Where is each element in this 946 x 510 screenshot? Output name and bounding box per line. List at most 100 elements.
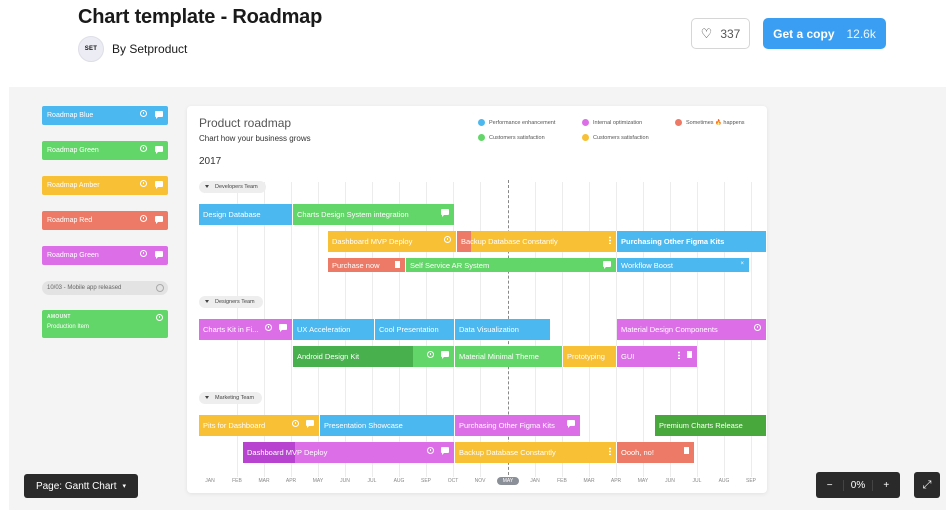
task-bar[interactable]: Purchasing Other Figma Kits (455, 415, 581, 436)
legend-tag-purple[interactable]: Roadmap Green (42, 246, 168, 265)
legend-label: Performance enhancement (489, 119, 556, 126)
clock-icon (156, 314, 163, 321)
legend-label: Internal optimization (593, 119, 643, 126)
task-bar[interactable]: Data Visualization (455, 319, 551, 340)
legend-tag-red[interactable]: Roadmap Red (42, 211, 168, 230)
expand-icon: ⤢ (922, 478, 932, 491)
avatar-text: SET (84, 46, 98, 52)
heart-icon: ♡ (700, 25, 713, 41)
task-bar[interactable]: Dashboard MVP Deploy (328, 231, 457, 252)
legend-tag-blue[interactable]: Roadmap Blue (42, 106, 168, 125)
task-bar[interactable]: Workflow Boost × (617, 258, 750, 272)
more-icon (609, 236, 611, 244)
month-label: JUL (692, 478, 702, 484)
production-tag[interactable]: AMOUNT Production Item (42, 310, 168, 338)
comment-icon (155, 145, 163, 154)
comment-icon (306, 420, 314, 428)
task-bar[interactable]: Premium Charts Release (655, 415, 767, 436)
month-label: APR (610, 478, 622, 484)
page-title: Chart template - Roadmap (78, 6, 323, 28)
page-select-dropdown[interactable]: Page: Gantt Chart ▾ (24, 474, 138, 498)
comment-icon (155, 250, 163, 259)
clock-icon (754, 324, 761, 331)
task-bar[interactable]: Design Database (199, 204, 293, 225)
author-name[interactable]: By Setproduct (112, 42, 188, 56)
chart-title: Product roadmap (199, 116, 292, 130)
author-info[interactable]: SET By Setproduct (78, 36, 187, 62)
task-bar[interactable]: Backup Database Constantly (457, 231, 617, 252)
legend-dot (675, 119, 682, 126)
task-bar[interactable]: Charts Kit in Fi... (199, 319, 293, 340)
fullscreen-button[interactable]: ⤢ (914, 472, 940, 498)
task-bar[interactable]: Prototyping (563, 346, 617, 367)
group-label: Marketing Team (215, 395, 255, 401)
more-icon (678, 351, 680, 359)
task-bar[interactable]: Material Minimal Theme (455, 346, 563, 367)
task-label: Cool Presentation (379, 325, 439, 334)
grid-line (589, 182, 590, 477)
zoom-out-button[interactable]: − (826, 479, 833, 491)
clock-icon (427, 351, 434, 358)
task-label: Self Service AR System (410, 260, 490, 270)
group-header-developers[interactable]: Developers Team (199, 181, 266, 193)
task-label: Material Minimal Theme (459, 352, 539, 361)
clock-icon (140, 145, 147, 152)
month-label: APR (285, 478, 297, 484)
clock-icon (140, 180, 147, 187)
task-bar[interactable]: Backup Database Constantly (455, 442, 617, 463)
task-bar[interactable]: Charts Design System integration (293, 204, 455, 225)
task-bar[interactable]: Self Service AR System (406, 258, 617, 272)
comment-icon (155, 180, 163, 189)
task-label: Purchasing Other Figma Kits (621, 237, 725, 246)
task-bar[interactable]: GUI (617, 346, 698, 367)
comment-icon (441, 447, 449, 455)
tag-label: Roadmap Blue (47, 112, 94, 119)
comment-icon (441, 209, 449, 217)
like-count: 337 (720, 26, 741, 41)
toggle-icon (156, 284, 164, 292)
clock-icon (292, 420, 299, 427)
release-tag[interactable]: 10/03 - Mobile app released (42, 281, 168, 295)
month-label: AUG (393, 478, 405, 484)
task-label: Data Visualization (459, 325, 519, 334)
task-label: Charts Design System integration (297, 210, 409, 219)
task-bar[interactable]: Material Design Components (617, 319, 767, 340)
avatar[interactable]: SET (78, 36, 104, 62)
month-label: NOV (474, 478, 486, 484)
tag-label: Roadmap Amber (47, 182, 100, 189)
task-bar[interactable]: Dashboard MVP Deploy (243, 442, 455, 463)
production-tag-caption: AMOUNT (47, 314, 71, 320)
clock-icon (265, 324, 272, 331)
legend-item: Sometimes 🔥 happens (675, 119, 745, 126)
legend-tag-amber[interactable]: Roadmap Amber (42, 176, 168, 195)
month-label: FEB (232, 478, 242, 484)
task-bar[interactable]: Purchase now (328, 258, 406, 272)
task-bar[interactable]: Purchasing Other Figma Kits (617, 231, 767, 252)
task-bar[interactable]: Presentation Showcase (320, 415, 455, 436)
get-copy-button[interactable]: Get a copy 12.6k (763, 18, 886, 49)
month-label: MAY (312, 478, 324, 484)
like-button[interactable]: ♡ 337 (691, 18, 750, 49)
task-bar[interactable]: Oooh, no! (617, 442, 695, 463)
legend-tag-green[interactable]: Roadmap Green (42, 141, 168, 160)
group-header-designers[interactable]: Designers Team (199, 296, 263, 308)
month-label: MAR (583, 478, 595, 484)
task-label: Android Design Kit (297, 352, 360, 361)
task-bar[interactable]: Pits for Dashboard (199, 415, 320, 436)
task-label: UX Acceleration (297, 325, 351, 334)
group-header-marketing[interactable]: Marketing Team (199, 392, 263, 404)
get-copy-label: Get a copy (773, 26, 835, 41)
legend-item: Customers satisfaction (582, 134, 649, 141)
task-bar[interactable]: Cool Presentation (375, 319, 455, 340)
month-label: JAN (205, 478, 215, 484)
close-icon: × (740, 261, 744, 267)
month-label: MAY (637, 478, 649, 484)
zoom-in-button[interactable]: + (883, 479, 890, 491)
task-bar[interactable]: Android Design Kit (293, 346, 455, 367)
task-label: Pits for Dashboard (203, 421, 266, 430)
month-label: AUG (718, 478, 730, 484)
delete-icon (684, 447, 689, 454)
task-bar[interactable]: UX Acceleration (293, 319, 375, 340)
month-label: SEP (420, 478, 431, 484)
